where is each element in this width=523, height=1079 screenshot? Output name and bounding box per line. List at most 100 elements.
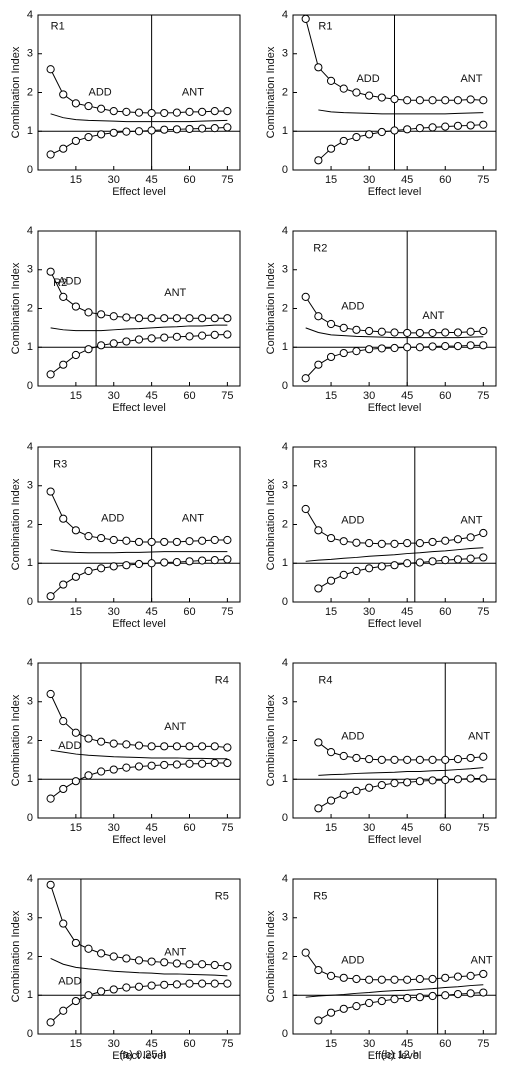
- data-point: [390, 126, 399, 135]
- x-tick-label: 60: [183, 822, 195, 834]
- x-tick-label: 45: [146, 174, 158, 186]
- data-point: [71, 996, 80, 1006]
- data-point: [390, 328, 399, 337]
- panel-label: R4: [215, 674, 229, 686]
- data-point: [428, 991, 437, 1001]
- data-point: [415, 539, 424, 548]
- data-point: [210, 314, 219, 323]
- data-point: [352, 132, 361, 142]
- data-point: [160, 537, 169, 547]
- data-point: [352, 753, 361, 763]
- data-point: [365, 91, 374, 100]
- plot-frame: [37, 14, 241, 171]
- data-point: [84, 101, 93, 111]
- x-tick-label: 45: [401, 390, 413, 402]
- data-point: [223, 123, 232, 132]
- data-point: [403, 778, 412, 787]
- data-point: [172, 760, 181, 769]
- data-point: [160, 558, 169, 567]
- data-point: [390, 779, 399, 788]
- data-point: [326, 796, 336, 805]
- data-point: [479, 96, 488, 105]
- x-tick-label: 75: [221, 1038, 233, 1050]
- panel-label: R5: [215, 890, 229, 902]
- data-point: [134, 127, 144, 136]
- x-tick-label: 75: [477, 174, 489, 186]
- data-point: [147, 334, 156, 343]
- data-point: [339, 323, 348, 332]
- y-tick-label: 2: [282, 950, 288, 962]
- data-point: [84, 771, 93, 780]
- annotation: ANT: [460, 515, 482, 527]
- y-tick-label: 1: [282, 341, 288, 353]
- data-point: [466, 989, 475, 998]
- y-tick-label: 4: [27, 441, 33, 453]
- annotation: ANT: [182, 513, 204, 525]
- x-tick-label: 45: [146, 390, 158, 402]
- data-point: [365, 345, 374, 354]
- y-tick-label: 0: [282, 380, 288, 392]
- data-point: [109, 985, 118, 994]
- y-tick-label: 1: [282, 557, 288, 569]
- data-point: [314, 584, 323, 593]
- data-point: [109, 952, 118, 961]
- data-point: [97, 737, 106, 746]
- panel-label: R4: [318, 674, 332, 686]
- data-point: [415, 974, 424, 984]
- y-axis-label: Combination Index: [10, 46, 22, 138]
- data-point: [59, 784, 68, 794]
- data-point: [59, 90, 68, 99]
- x-tick-label: 15: [70, 390, 82, 402]
- y-tick-label: 0: [27, 164, 33, 176]
- y-tick-label: 4: [282, 873, 288, 885]
- data-point: [403, 975, 412, 984]
- data-point: [339, 537, 348, 546]
- data-point: [46, 487, 55, 496]
- x-tick-label: 75: [477, 606, 489, 618]
- data-point: [71, 350, 80, 360]
- data-point: [109, 739, 118, 748]
- data-point: [84, 734, 93, 743]
- data-point: [441, 341, 450, 351]
- data-point: [223, 979, 232, 988]
- data-point: [403, 96, 412, 105]
- data-point: [185, 332, 194, 341]
- data-point: [210, 758, 219, 768]
- data-point: [403, 343, 412, 352]
- data-point: [97, 130, 106, 139]
- data-point: [352, 786, 361, 795]
- x-tick-label: 15: [325, 822, 337, 834]
- x-tick-label: 30: [108, 606, 120, 618]
- data-point: [109, 562, 118, 571]
- data-point: [59, 1006, 68, 1015]
- series-line: [50, 749, 228, 760]
- x-axis-label: Effect level: [368, 1050, 422, 1062]
- data-point: [428, 96, 437, 105]
- y-axis-label: Combination Index: [10, 478, 22, 570]
- y-tick-label: 0: [282, 812, 288, 824]
- x-tick-label: 75: [477, 390, 489, 402]
- series-line: [305, 547, 484, 562]
- data-point: [97, 987, 106, 996]
- data-point: [46, 1018, 55, 1027]
- data-point: [147, 761, 156, 770]
- data-point: [122, 536, 131, 545]
- data-point: [352, 538, 361, 547]
- data-point: [59, 360, 68, 369]
- data-point: [134, 537, 144, 547]
- x-tick-label: 45: [401, 606, 413, 618]
- data-point: [390, 343, 399, 353]
- data-point: [210, 556, 219, 565]
- data-point: [314, 63, 323, 72]
- y-tick-label: 1: [27, 989, 33, 1001]
- data-point: [479, 752, 488, 761]
- x-axis-label: Effect level: [368, 402, 422, 414]
- x-tick-label: 45: [401, 822, 413, 834]
- y-tick-label: 4: [27, 225, 33, 237]
- data-point: [185, 537, 194, 546]
- y-tick-label: 2: [282, 302, 288, 314]
- data-point: [314, 360, 323, 369]
- x-tick-label: 60: [439, 390, 451, 402]
- data-point: [84, 132, 93, 142]
